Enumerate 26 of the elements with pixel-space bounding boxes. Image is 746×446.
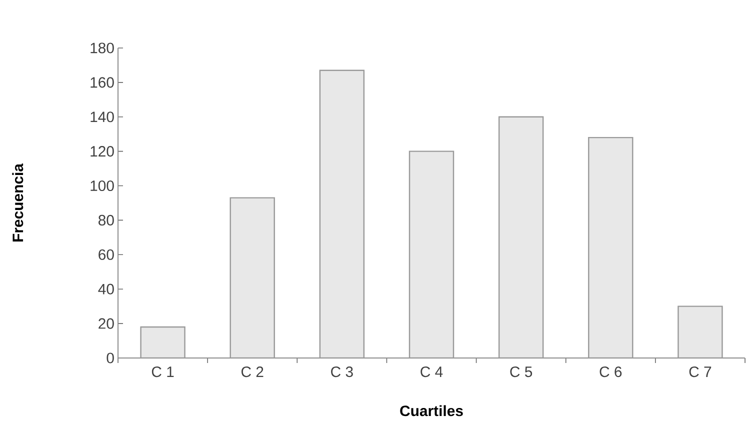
bar xyxy=(498,116,544,358)
y-tick-label: 40 xyxy=(98,284,114,294)
x-tick-label: C 6 xyxy=(600,366,622,378)
x-tick-label: C 1 xyxy=(152,366,174,378)
y-tick-label: 60 xyxy=(98,249,114,260)
y-tick-label: 160 xyxy=(90,77,114,88)
bar xyxy=(678,306,723,358)
bar xyxy=(230,197,275,358)
x-tick-label: C 4 xyxy=(420,366,443,378)
y-axis-title: Frecuencia xyxy=(12,163,24,242)
y-tick-label: 120 xyxy=(90,146,114,157)
x-tick-label: C 3 xyxy=(331,366,353,378)
bar xyxy=(588,136,634,358)
y-tick-label: 80 xyxy=(98,214,114,226)
y-tick-label: 20 xyxy=(98,318,114,329)
bar xyxy=(140,326,186,358)
y-tick-label: 140 xyxy=(90,112,114,122)
x-tick-label: C 2 xyxy=(242,366,264,378)
bar xyxy=(319,70,365,358)
x-tick-label: C 5 xyxy=(510,366,532,378)
y-tick-label: 180 xyxy=(90,42,114,54)
bar xyxy=(408,150,454,358)
x-axis-title: Cuartiles xyxy=(400,405,463,416)
x-tick-label: C 7 xyxy=(689,366,712,378)
y-tick-label: 0 xyxy=(106,352,114,364)
y-tick-label: 100 xyxy=(90,180,114,192)
